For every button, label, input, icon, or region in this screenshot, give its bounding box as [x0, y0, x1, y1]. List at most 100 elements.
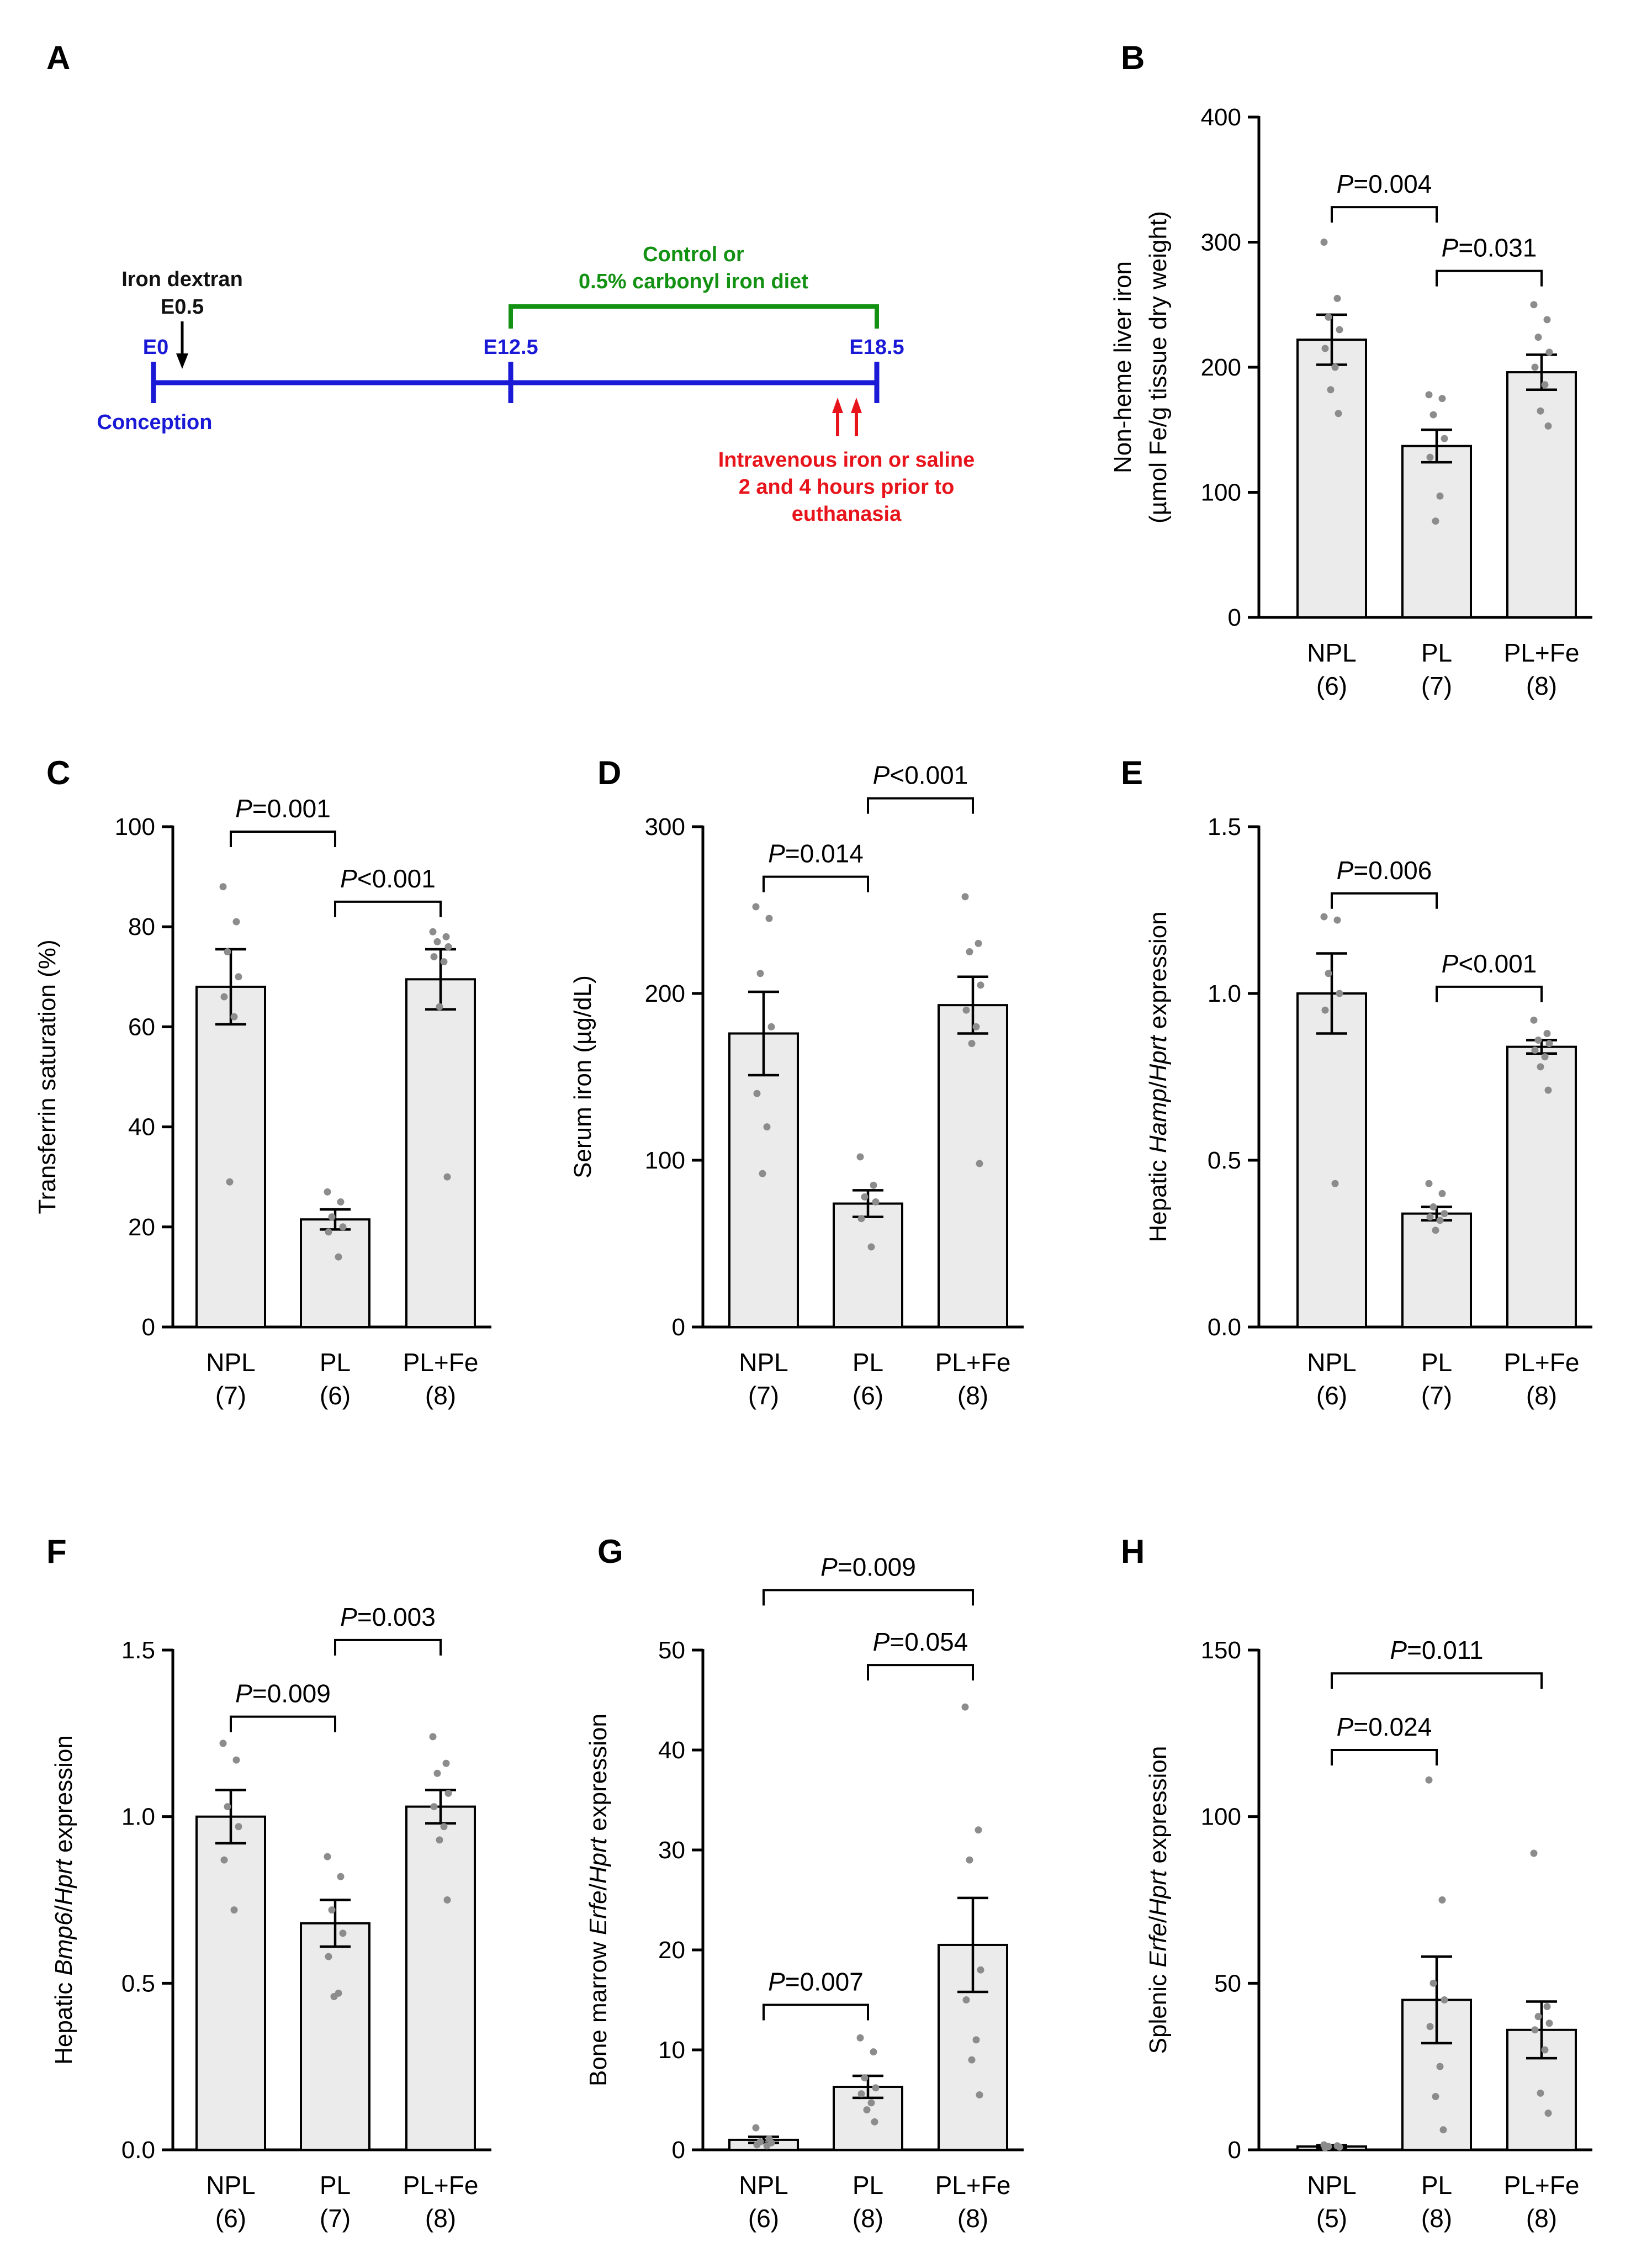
p-value-symbol: P [340, 864, 357, 893]
chart-panel-b: B 0 100 200 300 400 Non-heme liver iron (µmol F… [1109, 39, 1592, 700]
p-value-symbol: P [873, 1627, 890, 1656]
data-point [1426, 2023, 1434, 2031]
bar-npl [1296, 339, 1367, 618]
iv-arrow-2-head [851, 398, 862, 413]
significance-bracket [763, 1589, 974, 1606]
x-category-label: PL+Fe [1504, 2171, 1580, 2200]
iv-arrows [832, 398, 862, 436]
data-point [337, 1198, 345, 1206]
p-value-symbol: P [1390, 1636, 1407, 1664]
significance-bracket [334, 900, 442, 917]
data-point [1335, 410, 1342, 417]
data-point [872, 2084, 880, 2092]
panel-letter-d: D [597, 754, 621, 791]
data-point [962, 1006, 970, 1014]
x-category-label: PL+Fe [935, 2171, 1011, 2200]
y-axis-label-part: / [1145, 1081, 1172, 1088]
bar-npl [1296, 992, 1367, 1328]
data-point [430, 953, 438, 961]
data-point [1432, 517, 1439, 525]
bar-npl [195, 985, 266, 1329]
x-n-label: (6) [320, 1381, 351, 1410]
bar-pl-fe [405, 1805, 476, 2151]
data-point [1320, 913, 1328, 921]
x-n-label: (6) [1316, 1381, 1347, 1410]
data-point [872, 1198, 880, 1206]
y-axis-label-part: / [585, 1883, 612, 1890]
data-point [219, 1740, 227, 1747]
data-point [429, 928, 437, 935]
bar-pl-fe [938, 1004, 1008, 1328]
data-point [1426, 1213, 1434, 1221]
y-axis-label-part: Erfe [585, 1890, 612, 1935]
chart-panel-g: G 0 10 20 30 40 50 Bone marrow Erfe/Hprt expres… [585, 1533, 1024, 2233]
data-point [1543, 316, 1551, 324]
significance-bracket [763, 2003, 869, 2021]
y-tick-label: 100 [645, 1147, 685, 1174]
bar-pl [833, 1202, 903, 1329]
data-point [440, 958, 448, 966]
chart-panel-c: C 0 20 40 60 80 100 Transferrin saturation (%) N… [34, 754, 491, 1410]
y-axis-label-part: expression [1145, 911, 1172, 1035]
data-point [1336, 990, 1343, 997]
panel-letter-a: A [46, 39, 70, 76]
x-n-label: (7) [1421, 672, 1452, 700]
data-point [1436, 2063, 1444, 2070]
data-point [1543, 2003, 1551, 2011]
y-tick-label: 1.5 [121, 1637, 155, 1664]
data-point [975, 1826, 982, 1834]
data-point [870, 2048, 877, 2056]
x-category-label: NPL [206, 1348, 255, 1377]
data-point [433, 1769, 441, 1777]
data-point [1441, 1996, 1448, 2003]
x-n-label: (6) [853, 1381, 883, 1410]
x-n-label: (8) [853, 2204, 883, 2233]
significance-bracket [1331, 892, 1438, 909]
panel-letter-e: E [1121, 754, 1143, 791]
data-point [977, 1966, 984, 1974]
p-value-symbol: P [1442, 949, 1459, 978]
panel-a-timeline: A E0 E12.5 E18.5 Conception Iron dextran… [46, 39, 975, 526]
data-point [337, 1873, 345, 1880]
label-iv-line3: euthanasia [792, 503, 902, 526]
x-n-label: (6) [1316, 672, 1347, 700]
x-category-label: PL [1421, 1348, 1452, 1377]
data-point [972, 1023, 980, 1030]
p-value-text: =0.031 [1458, 234, 1537, 262]
data-point [759, 1170, 766, 1177]
y-axis-label-part: Hprt [585, 1837, 612, 1884]
significance-bracket [1331, 206, 1438, 223]
data-point [324, 1853, 331, 1860]
y-tick-label: 200 [645, 980, 685, 1007]
x-n-label: (8) [1526, 672, 1557, 700]
data-point [1438, 1896, 1446, 1904]
y-tick-label: 10 [658, 2037, 685, 2064]
data-point [328, 1906, 336, 1914]
p-value-symbol: P [820, 1552, 838, 1581]
data-point [752, 903, 760, 911]
data-point [861, 1193, 869, 1201]
data-point [977, 981, 984, 989]
data-point [1545, 2019, 1553, 2027]
data-point [1545, 1040, 1553, 1048]
y-tick-label: 0.5 [1208, 1147, 1241, 1174]
p-value-text: =0.006 [1353, 856, 1432, 885]
p-value-label: P=0.001 [235, 794, 331, 823]
p-value-label: P=0.024 [1337, 1712, 1432, 1741]
x-n-label: (7) [748, 1381, 779, 1410]
x-category-label: PL [853, 1348, 883, 1377]
y-tick-label: 300 [1201, 229, 1241, 256]
data-point [433, 938, 441, 945]
data-point [857, 2090, 865, 2098]
significance-bracket [230, 1715, 336, 1732]
y-tick-label: 40 [658, 1737, 685, 1764]
p-value-text: <0.001 [889, 761, 968, 790]
data-point [1438, 395, 1446, 403]
significance-bracket [230, 831, 336, 848]
data-point [1534, 2013, 1542, 2021]
data-point [756, 970, 764, 977]
p-value-label: P=0.006 [1337, 856, 1432, 885]
data-point [1441, 435, 1448, 442]
data-point [442, 933, 450, 940]
